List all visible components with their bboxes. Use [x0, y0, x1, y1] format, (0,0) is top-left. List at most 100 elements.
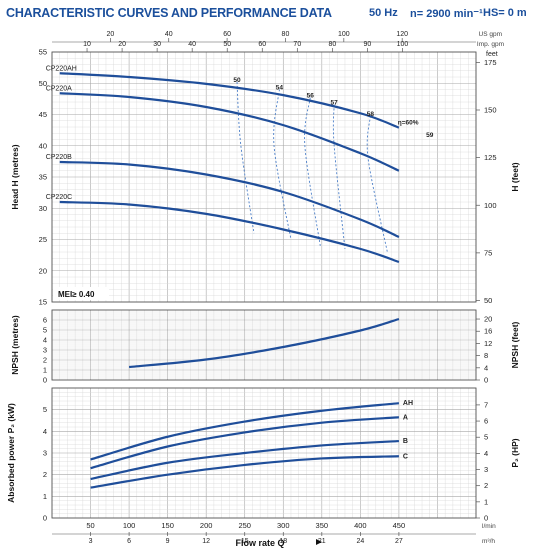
npsh-tick-label: 0: [43, 376, 47, 385]
efficiency-label: 50: [233, 77, 241, 84]
y2-tick-label: 175: [484, 58, 497, 67]
npsh-tick-label: 2: [43, 356, 47, 365]
frequency-label: 50 Hz: [369, 7, 398, 19]
power-tick-label: 4: [43, 427, 47, 436]
series-label: CP220C: [46, 194, 72, 201]
x-tick-label: 350: [316, 521, 329, 530]
npsh-tick-label: 6: [43, 316, 47, 325]
us-gpm-unit-label: US gpm: [479, 31, 502, 38]
m3h-tick-label: 6: [127, 538, 131, 545]
power-tick-label: 0: [43, 514, 47, 523]
npsh-y2-tick-label: 12: [484, 339, 492, 348]
npsh-curve: [128, 317, 400, 369]
m3h-tick-label: 9: [166, 538, 170, 545]
suction-height-label: HS= 0 m: [483, 7, 527, 19]
y-tick-label: 55: [39, 48, 47, 57]
head-curve: [59, 92, 400, 172]
npsh-y2-tick-label: 16: [484, 327, 492, 336]
m3h-unit-label: m³/h: [482, 538, 495, 545]
y-tick-label: 15: [39, 298, 47, 307]
imp-gpm-tick-label: 80: [328, 41, 336, 48]
series-label: CP220B: [46, 154, 72, 161]
power-tick-label: 5: [43, 405, 47, 414]
y-tick-label: 30: [39, 204, 47, 213]
efficiency-label: η=60%: [398, 120, 419, 127]
y-tick-label: 50: [39, 79, 47, 88]
us-gpm-tick-label: 120: [396, 31, 408, 38]
us-gpm-tick-label: 40: [165, 31, 173, 38]
imp-gpm-tick-label: 100: [397, 41, 409, 48]
series-label: CP220A: [46, 85, 72, 92]
x-tick-label: 200: [200, 521, 213, 530]
npsh-tick-label: 4: [43, 336, 47, 345]
head-curve: [59, 200, 400, 264]
imp-gpm-tick-label: 90: [364, 41, 372, 48]
power-axis-title: Absorbed power P₂ (kW): [6, 403, 16, 503]
power-series-label: A: [403, 414, 408, 421]
power-curve: [90, 455, 399, 489]
power-y2-tick-label: 4: [484, 449, 488, 458]
us-gpm-tick-label: 80: [282, 31, 290, 38]
power-curve: [90, 416, 399, 470]
power-y2-tick-label: 0: [484, 514, 488, 523]
power-tick-label: 1: [43, 492, 47, 501]
series-label: CP220AH: [46, 65, 77, 72]
m3h-tick-label: 24: [356, 538, 364, 545]
npsh-panel-frame: [51, 309, 477, 381]
imp-gpm-tick-label: 10: [83, 41, 91, 48]
imp-gpm-tick-label: 20: [118, 41, 126, 48]
imp-gpm-tick-label: 40: [188, 41, 196, 48]
x-tick-label: 250: [238, 521, 251, 530]
us-gpm-tick-label: 60: [223, 31, 231, 38]
npsh-tick-label: 3: [43, 346, 47, 355]
efficiency-contour: [304, 97, 321, 246]
page-title: CHARACTERISTIC CURVES AND PERFORMANCE DA…: [6, 6, 332, 20]
y-tick-label: 25: [39, 235, 47, 244]
x-tick-label: 400: [354, 521, 367, 530]
m3h-tick-label: 27: [395, 538, 403, 545]
us-gpm-tick-label: 100: [338, 31, 350, 38]
efficiency-label: 59: [426, 132, 434, 139]
x-tick-label: 300: [277, 521, 290, 530]
x-axis-title: Flow rate Q: [235, 538, 284, 548]
m3h-tick-label: 12: [202, 538, 210, 545]
npsh-y2-tick-label: 8: [484, 351, 488, 360]
power-series-label: AH: [403, 400, 413, 407]
mei-box: [53, 287, 109, 300]
us-gpm-tick-label: 20: [106, 31, 114, 38]
head-curve: [59, 72, 400, 129]
m3h-tick-label: 21: [318, 538, 326, 545]
efficiency-contour: [366, 115, 388, 253]
imp-gpm-tick-label: 70: [293, 41, 301, 48]
npsh-y2-tick-label: 20: [484, 315, 492, 324]
y-axis-title: Head H (metres): [10, 144, 20, 209]
npsh-axis-title: NPSH (metres): [10, 315, 20, 375]
power-y2-tick-label: 3: [484, 465, 488, 474]
x-unit-label: l/min: [482, 523, 496, 530]
efficiency-label: 56: [307, 93, 315, 100]
power-y2-tick-label: 7: [484, 400, 488, 409]
y2-tick-label: 100: [484, 201, 497, 210]
m3h-tick-label: 15: [241, 538, 249, 545]
power-series-label: B: [403, 438, 408, 445]
m3h-tick-label: 18: [279, 538, 287, 545]
imp-gpm-tick-label: 50: [223, 41, 231, 48]
power-y2-tick-label: 2: [484, 481, 488, 490]
head-curve: [59, 160, 400, 239]
imp-gpm-tick-label: 60: [258, 41, 266, 48]
efficiency-contour: [273, 89, 292, 240]
y2-tick-label: 125: [484, 153, 497, 162]
npsh-y2-axis-title: NPSH (feet): [510, 321, 520, 368]
mei-annotation: MEI≥ 0.40: [58, 290, 95, 299]
power-panel-frame: [51, 387, 477, 519]
speed-label: n= 2900 min⁻¹: [410, 8, 483, 20]
y2-tick-label: 75: [484, 248, 492, 257]
head-panel-frame: [51, 51, 477, 303]
imp-gpm-tick-label: 30: [153, 41, 161, 48]
x-tick-label: 450: [393, 521, 406, 530]
imp-gpm-unit-label: Imp. gpm: [477, 41, 504, 48]
efficiency-label: 57: [331, 100, 339, 107]
m3h-tick-label: 3: [89, 538, 93, 545]
x-tick-label: 100: [123, 521, 136, 530]
